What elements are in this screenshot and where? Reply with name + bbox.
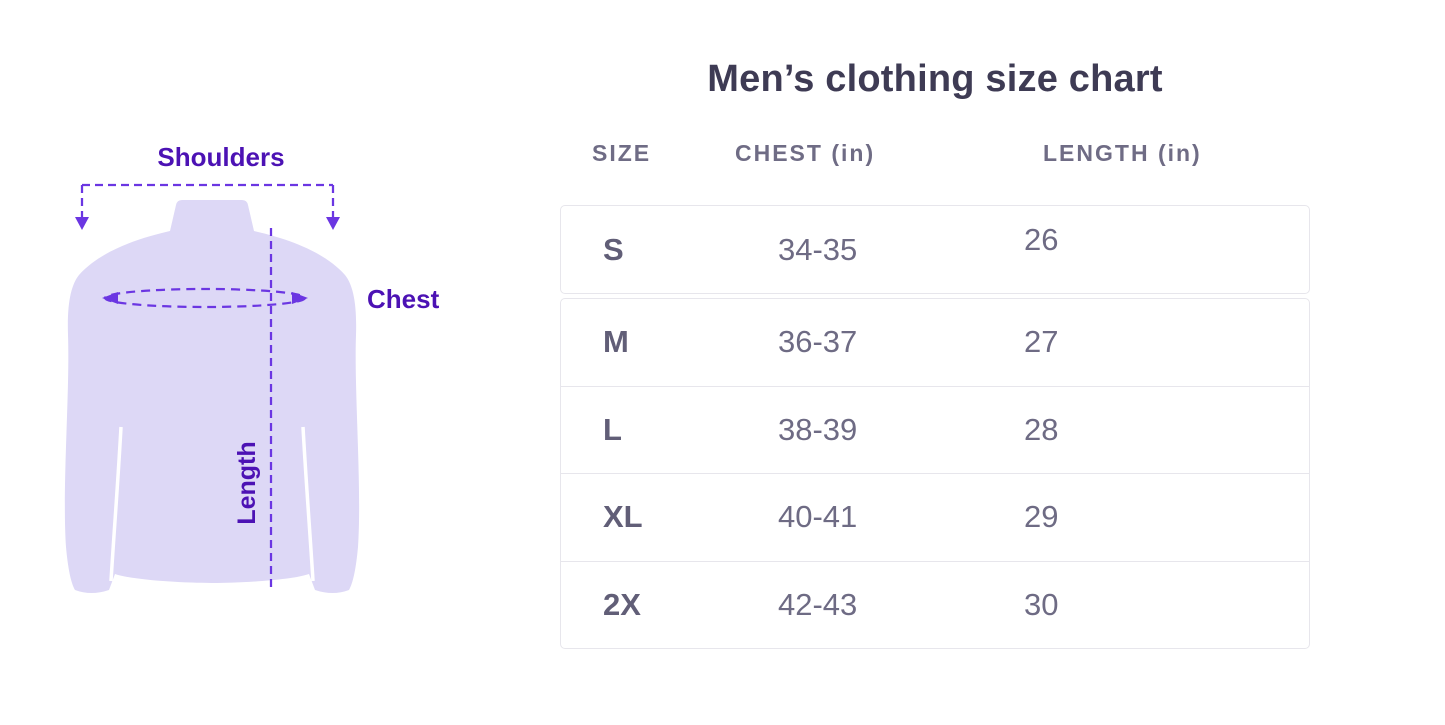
cell-length: 28 [1024,411,1059,447]
table-card-top: S 34-35 26 [560,205,1310,294]
cell-chest: 42-43 [778,586,858,622]
cell-size: S [603,231,624,267]
cell-length: 27 [1024,324,1059,360]
table-row: S 34-35 26 [561,206,1309,293]
shirt-back-illustration [64,200,360,593]
cell-length: 30 [1024,586,1059,622]
shirt-measurement-diagram [64,183,360,593]
column-header-chest: CHEST (in) [735,140,876,166]
chest-label: Chest [367,284,440,314]
table-row: M 36-37 27 [561,299,1309,386]
table-card-bottom: M 36-37 27 L 38-39 28 XL 40-41 29 2X 42-… [560,298,1310,649]
cell-chest: 38-39 [778,411,858,447]
cell-size: 2X [603,586,641,622]
cell-size: XL [603,499,643,535]
column-header-length: LENGTH (in) [1043,140,1202,166]
table-row: L 38-39 28 [561,385,1309,474]
cell-chest: 34-35 [778,231,858,267]
cell-length: 29 [1024,499,1059,535]
table-header: SIZE CHEST (in) LENGTH (in) [560,140,1310,167]
table-row: XL 40-41 29 [561,473,1309,561]
page-title: Men’s clothing size chart [707,58,1163,100]
cell-size: L [603,411,622,447]
cell-length: 26 [1024,221,1059,257]
chest-measure-ellipse [102,287,308,309]
shoulders-label: Shoulders [157,142,285,172]
column-header-size: SIZE [592,140,652,166]
cell-size: M [603,324,629,360]
table-row: 2X 42-43 30 [561,560,1309,649]
cell-chest: 40-41 [778,499,858,535]
cell-chest: 36-37 [778,324,858,360]
shoulder-measure-arrows [75,183,340,230]
length-label: Length [233,441,261,525]
